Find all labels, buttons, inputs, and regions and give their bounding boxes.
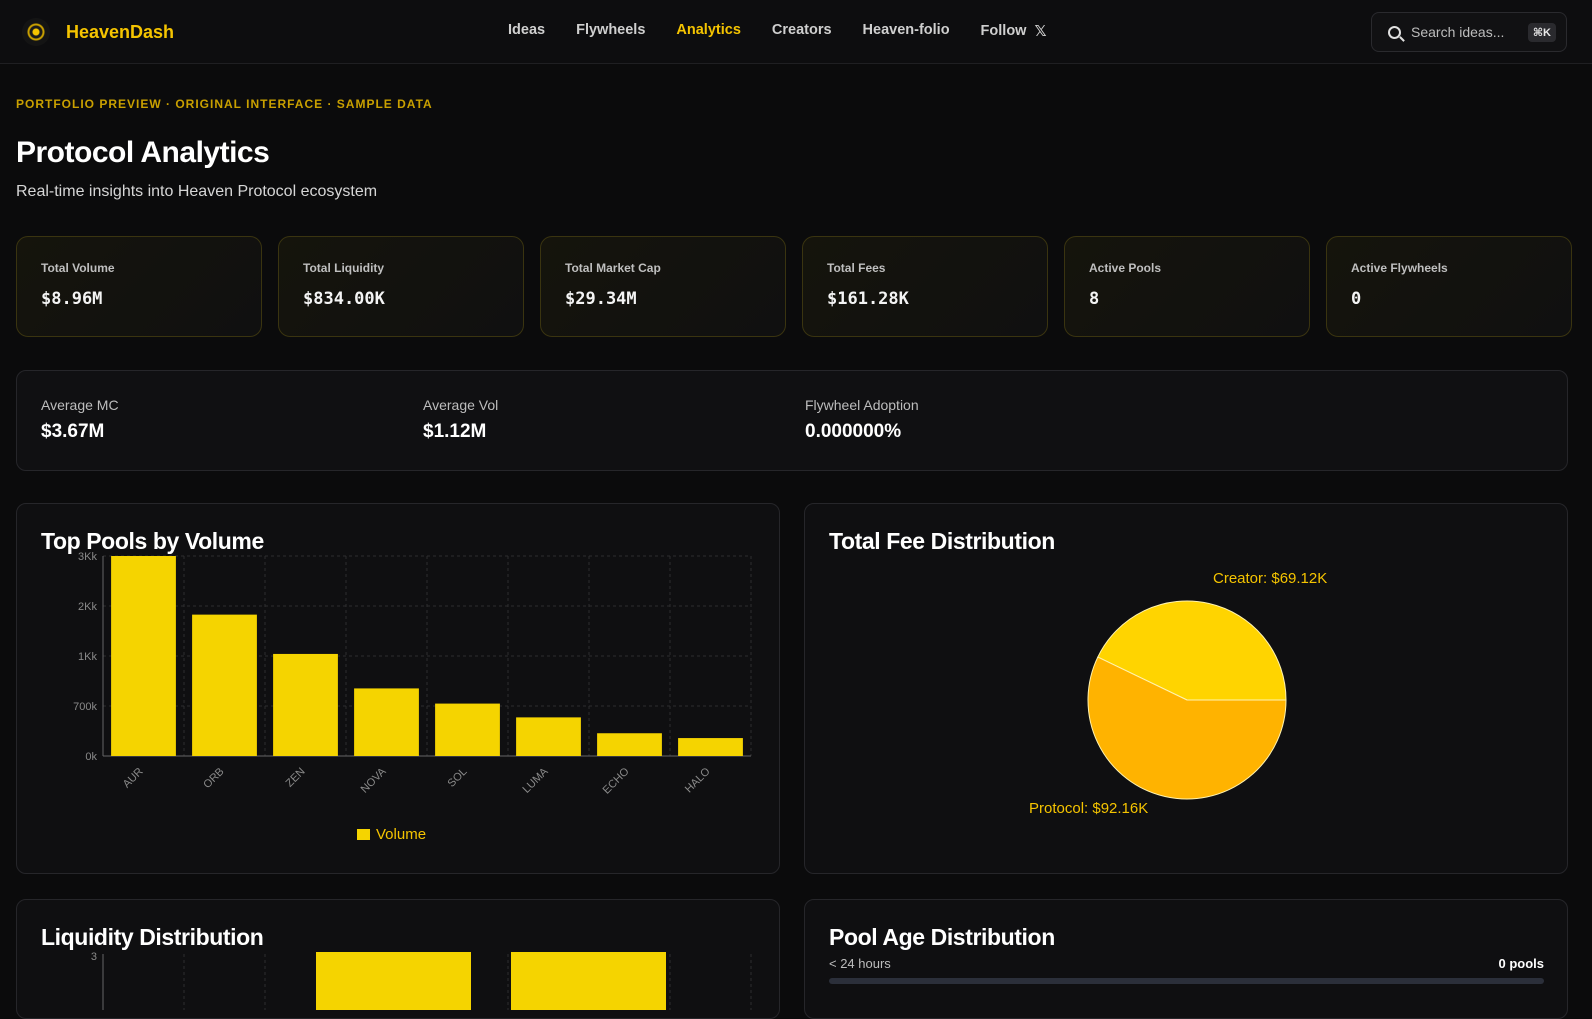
stat-label: Total Fees bbox=[827, 261, 886, 275]
panel-title: Pool Age Distribution bbox=[829, 924, 1055, 950]
stat-cards: Total Volume $8.96M Total Liquidity $834… bbox=[16, 236, 1572, 337]
x-tick-label: HALO bbox=[683, 765, 713, 795]
stat-value: $8.96M bbox=[41, 289, 103, 309]
stat-value: $834.00K bbox=[303, 289, 385, 309]
y-tick-label: 1Kk bbox=[78, 651, 97, 663]
brand-name: HeavenDash bbox=[66, 21, 175, 42]
stat-value: $161.28K bbox=[827, 289, 909, 309]
bar-aur[interactable] bbox=[111, 556, 176, 756]
nav-creators[interactable]: Creators bbox=[771, 22, 832, 38]
bar-orb[interactable] bbox=[192, 614, 257, 756]
nav-analytics[interactable]: Analytics bbox=[676, 22, 741, 38]
pool-age-label: < 24 hours bbox=[829, 956, 891, 971]
x-logo-icon: 𝕏 bbox=[1034, 23, 1047, 40]
stat-value: 8 bbox=[1089, 289, 1100, 309]
avg-label: Average MC bbox=[41, 397, 119, 413]
pool-age-bar bbox=[829, 978, 1544, 984]
legend-swatch bbox=[357, 829, 370, 840]
y-tick-label: 3Kk bbox=[78, 551, 97, 563]
x-tick-label: ECHO bbox=[601, 765, 632, 796]
panel-title: Liquidity Distribution bbox=[41, 924, 264, 950]
search-shortcut-badge: ⌘K bbox=[1527, 22, 1556, 42]
x-tick-label: LUMA bbox=[521, 765, 552, 796]
x-tick-label: ZEN bbox=[284, 766, 308, 790]
pool-age-panel: Pool Age Distribution < 24 hours 0 pools bbox=[804, 899, 1568, 1019]
pie-slice-creator[interactable] bbox=[1097, 600, 1287, 701]
stat-card-active-pools: Active Pools 8 bbox=[1064, 236, 1310, 337]
breadcrumb: PORTFOLIO PREVIEW · ORIGINAL INTERFACE ·… bbox=[16, 97, 433, 111]
y-tick-label: 3 bbox=[91, 951, 97, 963]
nav-heaven-folio[interactable]: Heaven-folio bbox=[862, 22, 950, 38]
nav-follow-label: Follow bbox=[980, 23, 1027, 39]
liquidity-bar[interactable] bbox=[316, 952, 471, 1010]
page-subtitle: Real-time insights into Heaven Protocol … bbox=[16, 183, 378, 200]
avg-label: Average Vol bbox=[423, 397, 499, 413]
stat-value: 0 bbox=[1351, 289, 1362, 309]
fee-pie-chart bbox=[1087, 600, 1287, 800]
stat-value: $29.34M bbox=[565, 289, 637, 309]
stat-label: Total Market Cap bbox=[565, 261, 661, 275]
liquidity-bar[interactable] bbox=[511, 952, 666, 1010]
x-tick-label: NOVA bbox=[359, 765, 389, 795]
search-icon bbox=[1388, 25, 1401, 39]
flywheel-adoption: Flywheel Adoption 0.000000% bbox=[805, 397, 919, 443]
pool-age-row: < 24 hours 0 pools bbox=[829, 956, 1544, 984]
averages-panel: Average MC $3.67M Average Vol $1.12M Fly… bbox=[16, 370, 1568, 471]
legend-label: Volume bbox=[376, 826, 427, 843]
bar-luma[interactable] bbox=[516, 717, 581, 756]
avg-value: $1.12M bbox=[423, 421, 487, 442]
stat-label: Total Liquidity bbox=[303, 261, 385, 275]
search-placeholder: Search ideas... bbox=[1411, 24, 1505, 40]
main-nav: Ideas Flywheels Analytics Creators Heave… bbox=[508, 22, 1047, 40]
stat-card-total-fees: Total Fees $161.28K bbox=[802, 236, 1048, 337]
stat-card-total-market-cap: Total Market Cap $29.34M bbox=[540, 236, 786, 337]
panel-title: Top Pools by Volume bbox=[41, 528, 264, 554]
nav-follow[interactable]: Follow 𝕏 bbox=[981, 22, 1047, 40]
avg-value: $3.67M bbox=[41, 421, 105, 442]
avg-label: Flywheel Adoption bbox=[805, 397, 919, 413]
pool-age-count: 0 pools bbox=[1498, 956, 1544, 971]
stat-label: Total Volume bbox=[41, 261, 115, 275]
search-box[interactable]: Search ideas... ⌘K bbox=[1371, 12, 1567, 52]
bar-echo[interactable] bbox=[597, 733, 662, 756]
top-pools-panel: Top Pools by Volume 0k 700k 1Kk 2Kk 3Kk AUR OR… bbox=[16, 503, 780, 874]
liquidity-chart: 3 bbox=[91, 951, 752, 1010]
pie-label-creator: Creator: $69.12K bbox=[1213, 570, 1328, 587]
y-tick-label: 2Kk bbox=[78, 601, 97, 613]
stat-card-total-liquidity: Total Liquidity $834.00K bbox=[278, 236, 524, 337]
page-title: Protocol Analytics bbox=[16, 136, 270, 169]
bar-sol[interactable] bbox=[435, 703, 500, 756]
x-tick-label: AUR bbox=[121, 766, 146, 791]
pie-label-protocol: Protocol: $92.16K bbox=[1029, 800, 1149, 817]
liquidity-panel: Liquidity Distribution 3 bbox=[16, 899, 780, 1019]
x-tick-label: ORB bbox=[201, 766, 226, 791]
nav-flywheels[interactable]: Flywheels bbox=[576, 22, 646, 38]
average-mc: Average MC $3.67M bbox=[41, 397, 119, 443]
logo-icon bbox=[22, 18, 50, 46]
bar-nova[interactable] bbox=[354, 688, 419, 756]
average-vol: Average Vol $1.12M bbox=[423, 397, 498, 443]
bar-halo[interactable] bbox=[678, 738, 743, 756]
y-tick-label: 700k bbox=[73, 701, 97, 713]
top-pools-chart: 0k 700k 1Kk 2Kk 3Kk AUR ORB ZEN NOVA SOL LUMA ECHO H… bbox=[73, 551, 752, 797]
x-tick-label: SOL bbox=[446, 766, 470, 790]
top-bar: HeavenDash Ideas Flywheels Analytics Cre… bbox=[0, 0, 1592, 64]
stat-card-active-flywheels: Active Flywheels 0 bbox=[1326, 236, 1572, 337]
bar-zen[interactable] bbox=[273, 653, 338, 756]
avg-value: 0.000000% bbox=[805, 421, 902, 442]
brand[interactable]: HeavenDash bbox=[22, 18, 174, 46]
nav-ideas[interactable]: Ideas bbox=[508, 22, 546, 38]
stat-card-total-volume: Total Volume $8.96M bbox=[16, 236, 262, 337]
panel-title: Total Fee Distribution bbox=[829, 528, 1055, 554]
stat-label: Active Pools bbox=[1089, 261, 1162, 275]
chart-legend[interactable]: Volume bbox=[357, 826, 426, 843]
fee-distribution-panel: Total Fee Distribution Creator: $69.12K … bbox=[804, 503, 1568, 874]
pie-slice-protocol[interactable] bbox=[1087, 656, 1287, 800]
y-tick-label: 0k bbox=[85, 751, 97, 763]
stat-label: Active Flywheels bbox=[1351, 261, 1448, 275]
